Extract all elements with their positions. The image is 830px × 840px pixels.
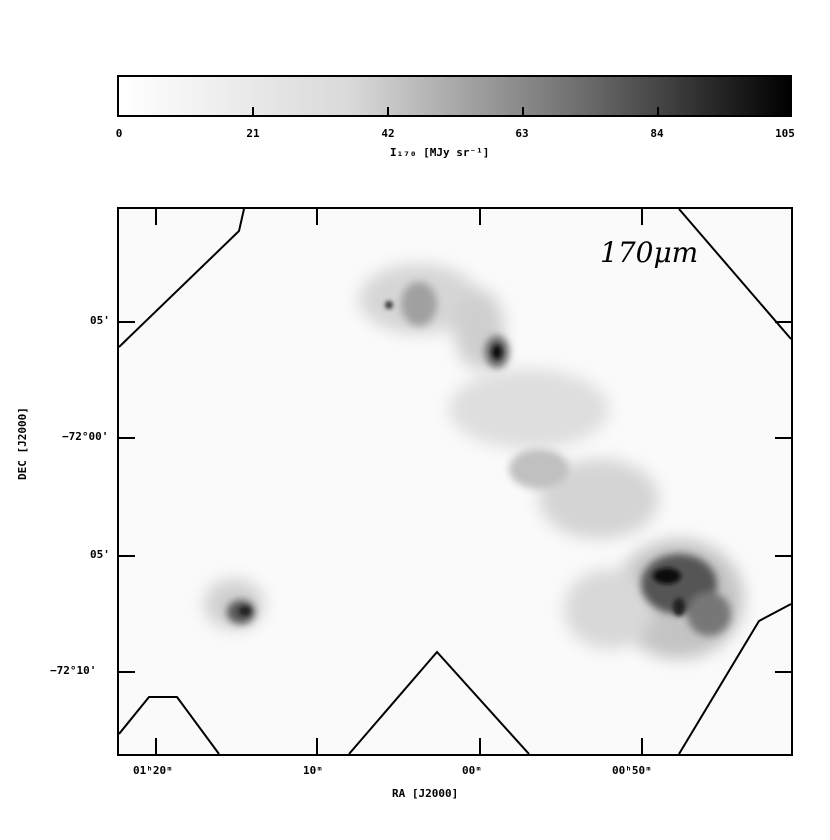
- colorbar-tick-label: 21: [246, 127, 260, 140]
- coverage-boundary: [678, 209, 791, 340]
- x-axis-title: RA [J2000]: [392, 787, 459, 800]
- colorbar-gradient: [119, 77, 790, 115]
- colorbar-tick: [522, 107, 524, 115]
- x-ticks: [155, 209, 643, 754]
- colorbar-tick-label: 0: [115, 127, 123, 140]
- colorbar: [117, 75, 792, 117]
- coverage-boundary: [678, 603, 791, 754]
- coverage-boundary: [348, 650, 530, 754]
- x-tick-label: 10ᵐ: [303, 764, 323, 777]
- colorbar-label: I₁₇₀ [MJy sr⁻¹]: [390, 146, 490, 159]
- x-tick-label: 00ʰ50ᵐ: [612, 764, 652, 777]
- far-infrared-map: [117, 207, 793, 756]
- x-tick-label: 01ʰ20ᵐ: [133, 764, 173, 777]
- colorbar-tick-label: 84: [650, 127, 664, 140]
- y-tick-label: −72°10': [50, 664, 97, 677]
- band-label: 170μm: [600, 236, 699, 269]
- y-tick-label: −72°00': [62, 430, 109, 443]
- coverage-boundary: [119, 209, 245, 348]
- colorbar-tick: [387, 107, 389, 115]
- colorbar-tick-label: 63: [515, 127, 529, 140]
- y-ticks: [119, 321, 791, 673]
- compact-sources: [239, 301, 685, 616]
- y-tick-label: 05': [90, 314, 110, 327]
- colorbar-tick: [657, 107, 659, 115]
- x-tick-label: 00ᵐ: [462, 764, 482, 777]
- y-axis-title: DEC [J2000]: [16, 407, 29, 480]
- colorbar-tick-label: 42: [381, 127, 395, 140]
- colorbar-tick: [252, 107, 254, 115]
- map-image: [119, 209, 791, 754]
- coverage-boundary: [119, 696, 220, 754]
- colorbar-tick-label: 105: [775, 127, 795, 140]
- y-tick-label: 05': [90, 548, 110, 561]
